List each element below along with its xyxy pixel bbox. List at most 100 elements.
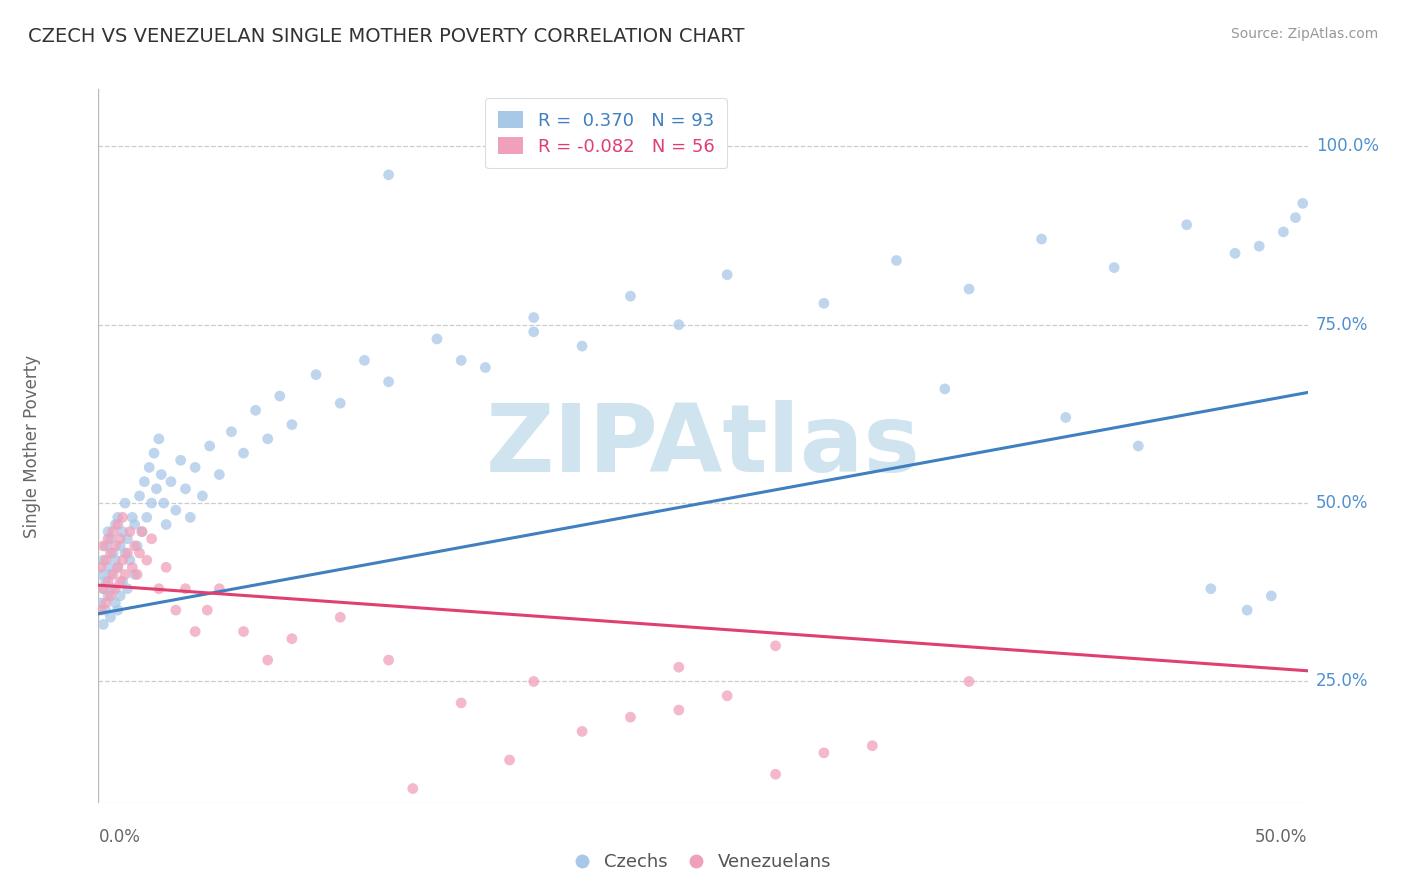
Point — [716, 689, 738, 703]
Text: Source: ZipAtlas.com: Source: ZipAtlas.com — [1230, 27, 1378, 41]
Point — [957, 282, 980, 296]
Point — [108, 574, 131, 589]
Point — [174, 482, 197, 496]
Point — [269, 389, 291, 403]
Point — [174, 582, 197, 596]
Point — [94, 596, 117, 610]
Point — [97, 532, 120, 546]
Point — [150, 467, 173, 482]
Point — [668, 703, 690, 717]
Point — [100, 546, 122, 560]
Point — [523, 310, 546, 325]
Point — [619, 710, 641, 724]
Point — [957, 674, 980, 689]
Point — [1284, 211, 1306, 225]
Point — [195, 603, 218, 617]
Point — [169, 453, 191, 467]
Point — [860, 739, 883, 753]
Point — [107, 560, 129, 574]
Point — [141, 496, 163, 510]
Point — [1223, 246, 1246, 260]
Point — [523, 674, 546, 689]
Point — [131, 524, 153, 539]
Point — [118, 524, 141, 539]
Point — [90, 567, 112, 582]
Point — [716, 268, 738, 282]
Point — [104, 539, 127, 553]
Point — [141, 532, 163, 546]
Text: 50.0%: 50.0% — [1316, 494, 1368, 512]
Point — [232, 624, 254, 639]
Point — [1102, 260, 1125, 275]
Point — [813, 296, 835, 310]
Point — [107, 517, 129, 532]
Point — [135, 553, 157, 567]
Point — [100, 532, 122, 546]
Point — [135, 510, 157, 524]
Point — [94, 574, 117, 589]
Point — [450, 353, 472, 368]
Point — [571, 339, 593, 353]
Point — [124, 517, 146, 532]
Point — [107, 560, 129, 574]
Point — [91, 582, 114, 596]
Point — [148, 582, 170, 596]
Point — [1031, 232, 1053, 246]
Point — [1292, 196, 1315, 211]
Point — [128, 489, 150, 503]
Point — [94, 539, 117, 553]
Point — [165, 603, 187, 617]
Point — [100, 610, 122, 624]
Point — [377, 168, 399, 182]
Point — [668, 660, 690, 674]
Text: Single Mother Poverty: Single Mother Poverty — [22, 354, 41, 538]
Point — [94, 553, 117, 567]
Point — [111, 553, 134, 567]
Point — [198, 439, 221, 453]
Point — [121, 510, 143, 524]
Point — [97, 574, 120, 589]
Text: ZIPAtlas: ZIPAtlas — [485, 400, 921, 492]
Point — [765, 767, 787, 781]
Point — [108, 539, 131, 553]
Point — [256, 653, 278, 667]
Point — [114, 546, 136, 560]
Point — [152, 496, 174, 510]
Text: 25.0%: 25.0% — [1316, 673, 1368, 690]
Point — [402, 781, 425, 796]
Point — [184, 624, 207, 639]
Point — [245, 403, 267, 417]
Point — [138, 460, 160, 475]
Point — [97, 589, 120, 603]
Point — [111, 574, 134, 589]
Point — [91, 553, 114, 567]
Point — [619, 289, 641, 303]
Point — [165, 503, 187, 517]
Point — [127, 567, 149, 582]
Point — [111, 510, 134, 524]
Point — [121, 560, 143, 574]
Point — [124, 539, 146, 553]
Point — [377, 653, 399, 667]
Point — [1128, 439, 1150, 453]
Point — [94, 603, 117, 617]
Point — [886, 253, 908, 268]
Point — [208, 467, 231, 482]
Point — [148, 432, 170, 446]
Point — [523, 325, 546, 339]
Point — [104, 582, 127, 596]
Point — [498, 753, 520, 767]
Point — [377, 375, 399, 389]
Point — [221, 425, 243, 439]
Legend: Czechs, Venezuelans: Czechs, Venezuelans — [568, 847, 838, 879]
Point — [111, 524, 134, 539]
Point — [131, 524, 153, 539]
Point — [101, 546, 124, 560]
Point — [256, 432, 278, 446]
Point — [329, 396, 352, 410]
Point — [145, 482, 167, 496]
Point — [128, 546, 150, 560]
Point — [155, 560, 177, 574]
Text: 100.0%: 100.0% — [1316, 137, 1379, 155]
Point — [101, 524, 124, 539]
